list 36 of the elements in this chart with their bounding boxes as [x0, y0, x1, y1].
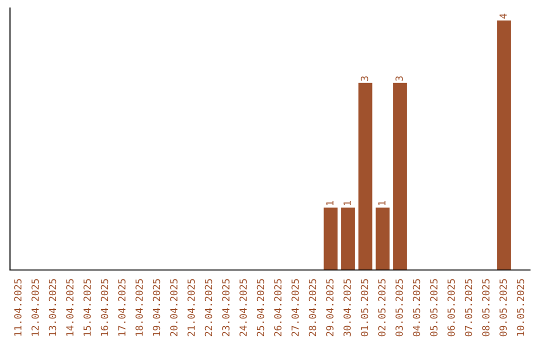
x-tick-label: 05.05.2025 — [430, 279, 438, 336]
x-tick-label: 02.05.2025 — [378, 279, 386, 336]
x-tick-label: 16.04.2025 — [100, 279, 108, 336]
x-tick-label: 21.04.2025 — [187, 279, 195, 336]
x-tick-label: 24.04.2025 — [239, 279, 247, 336]
x-tick-label: 17.04.2025 — [118, 279, 126, 336]
x-tick-label: 10.05.2025 — [516, 279, 524, 336]
x-tick-label: 26.04.2025 — [274, 279, 282, 336]
x-tick-label: 14.04.2025 — [66, 279, 74, 336]
data-label: 1 — [344, 201, 351, 206]
data-label: 1 — [378, 201, 386, 206]
x-tick-label: 07.05.2025 — [464, 279, 472, 336]
x-tick-label: 22.04.2025 — [204, 279, 212, 336]
x-tick-label: 12.04.2025 — [31, 279, 39, 336]
x-tick-label: 15.04.2025 — [83, 279, 91, 336]
x-tick-label: 01.05.2025 — [360, 279, 368, 336]
x-tick-label: 19.04.2025 — [152, 279, 160, 336]
data-label: 4 — [500, 14, 507, 19]
x-tick-label: 28.04.2025 — [308, 279, 316, 336]
x-tick-label: 29.04.2025 — [326, 279, 334, 336]
x-tick-label: 23.04.2025 — [222, 279, 230, 336]
x-tick-label: 25.04.2025 — [256, 279, 264, 336]
x-tick-label: 06.05.2025 — [447, 279, 455, 336]
data-label: 3 — [395, 76, 403, 81]
x-tick-label: 27.04.2025 — [291, 279, 299, 336]
x-tick-label: 08.05.2025 — [482, 279, 490, 336]
x-tick-label: 18.04.2025 — [135, 279, 143, 336]
x-tick-label: 11.04.2025 — [14, 279, 22, 336]
data-label: 1 — [326, 201, 334, 206]
x-tick-label: 30.04.2025 — [343, 279, 351, 336]
x-tick-label: 13.04.2025 — [48, 279, 56, 336]
x-tick-label: 03.05.2025 — [395, 279, 403, 336]
x-tick-label: 04.05.2025 — [412, 279, 420, 336]
x-tick-label: 09.05.2025 — [499, 279, 507, 336]
x-tick-label: 20.04.2025 — [170, 279, 178, 336]
data-label: 3 — [360, 76, 368, 81]
